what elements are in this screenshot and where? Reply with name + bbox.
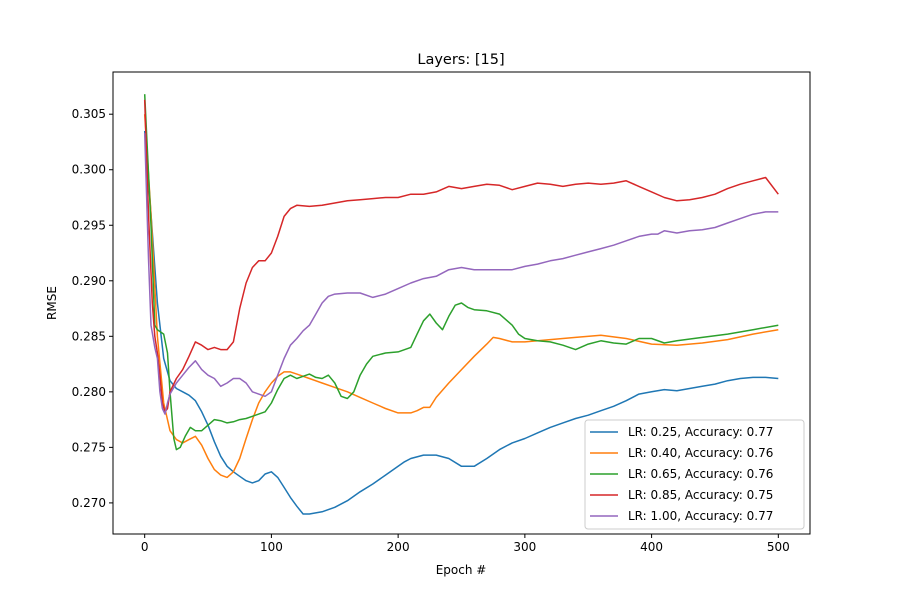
y-axis-label: RMSE xyxy=(45,286,59,320)
y-tick-label: 0.275 xyxy=(72,440,106,454)
x-tick-label: 200 xyxy=(387,540,410,554)
series-line-1 xyxy=(143,130,779,515)
y-tick-label: 0.280 xyxy=(72,385,106,399)
series-line-2 xyxy=(143,114,779,479)
plot-frame xyxy=(112,71,811,535)
chart-title: Layers: [15] xyxy=(417,52,504,68)
y-tick-label: 0.285 xyxy=(72,329,106,343)
series-line-4 xyxy=(143,99,779,413)
legend: LR: 0.25, Accuracy: 0.77 LR: 0.40, Accura… xyxy=(584,419,805,530)
x-tick-label: 500 xyxy=(767,540,790,554)
x-tick-label: 300 xyxy=(513,540,536,554)
x-axis: 0 100 200 300 400 500 xyxy=(141,534,790,554)
y-tick-label: 0.305 xyxy=(72,107,106,121)
x-tick-label: 100 xyxy=(260,540,283,554)
y-tick-label: 0.300 xyxy=(72,163,106,177)
legend-entry: LR: 1.00, Accuracy: 0.77 xyxy=(628,509,773,523)
legend-entry: LR: 0.85, Accuracy: 0.75 xyxy=(628,488,773,502)
x-tick-label: 400 xyxy=(640,540,663,554)
x-axis-label: Epoch # xyxy=(436,563,487,577)
legend-entry: LR: 0.25, Accuracy: 0.77 xyxy=(628,425,773,439)
y-tick-label: 0.270 xyxy=(72,496,106,510)
y-axis: 0.270 0.275 0.280 0.285 0.290 0.295 0.300 0.305 xyxy=(72,107,113,510)
series-line-3 xyxy=(143,94,779,451)
series-layer xyxy=(143,94,779,515)
legend-entry: LR: 0.65, Accuracy: 0.76 xyxy=(628,467,773,481)
x-tick-label: 0 xyxy=(141,540,149,554)
y-tick-label: 0.295 xyxy=(72,218,106,232)
legend-entry: LR: 0.40, Accuracy: 0.76 xyxy=(628,446,773,460)
series-line-5 xyxy=(143,133,779,415)
y-tick-label: 0.290 xyxy=(72,274,106,288)
legend-box xyxy=(584,419,805,530)
